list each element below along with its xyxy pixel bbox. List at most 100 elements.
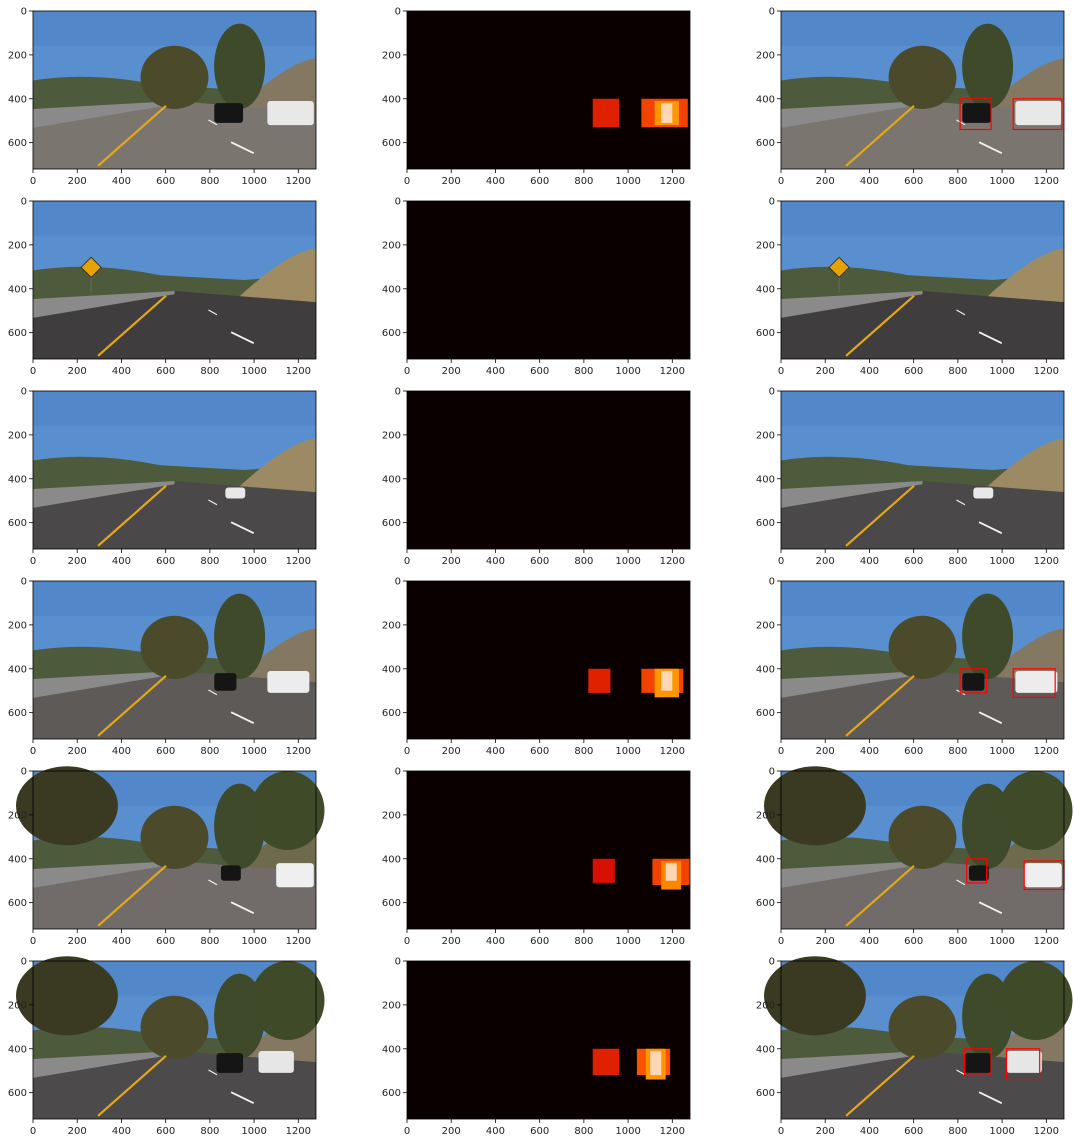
x-tick-label: 1000 (989, 556, 1014, 567)
heatmap-panel: 0 200 400 600 800 1000 1200 0 200 400 600 (382, 957, 691, 1137)
x-tick-label: 200 (442, 1126, 461, 1137)
x-tick-label: 600 (530, 1126, 549, 1137)
axes-frame (406, 770, 691, 930)
x-tick-label: 1000 (615, 556, 640, 567)
x-tick-label: 800 (200, 936, 219, 947)
tree (764, 956, 866, 1036)
x-tick-label: 200 (68, 936, 87, 947)
y-tick-label: 400 (756, 1044, 775, 1055)
x-tick-label: 800 (948, 936, 967, 947)
guard-rail (33, 291, 175, 318)
x-tick-label: 1200 (1034, 1126, 1059, 1137)
x-tick-label: 0 (30, 936, 36, 947)
x-tick-label: 200 (816, 556, 835, 567)
guard-rail (781, 101, 923, 128)
lane-line (97, 484, 167, 547)
car (267, 100, 314, 126)
axes-frame (406, 580, 691, 740)
car (267, 670, 310, 693)
tree (214, 23, 266, 109)
x-tick-label: 800 (574, 556, 593, 567)
x-tick-label: 1000 (989, 176, 1014, 187)
car (214, 673, 237, 691)
hillside (236, 438, 316, 496)
x-tick-label: 0 (778, 556, 784, 567)
y-tick-label: 400 (382, 1044, 401, 1055)
guard-rail (781, 1051, 923, 1078)
x-tick-label: 400 (860, 1126, 879, 1137)
hillside (984, 248, 1064, 306)
x-tick-label: 800 (574, 746, 593, 757)
y-tick-label: 0 (769, 577, 775, 588)
y-tick-label: 600 (382, 898, 401, 909)
car (225, 487, 246, 499)
x-tick-label: 800 (948, 1126, 967, 1137)
x-tick-label: 1200 (1034, 176, 1059, 187)
bounding-box (1012, 668, 1056, 698)
axes-frame (406, 960, 691, 1120)
x-tick-label: 200 (442, 936, 461, 947)
tree (140, 805, 209, 869)
heatmap-panel: 0 200 400 600 800 1000 1200 0 200 400 600 (382, 577, 691, 757)
lane-dash (978, 141, 1003, 155)
y-tick-label: 400 (382, 284, 401, 295)
detection-panel: 0 200 400 600 800 1000 1200 0 200 400 600 (756, 766, 1073, 947)
car (220, 865, 241, 881)
guard-rail (33, 101, 175, 128)
x-tick-label: 1000 (989, 366, 1014, 377)
sky-top (33, 11, 316, 46)
axes-frame (32, 960, 317, 1120)
x-tick-label: 0 (778, 936, 784, 947)
x-tick-label: 400 (486, 366, 505, 377)
bounding-box (959, 98, 992, 131)
y-tick-label: 400 (756, 284, 775, 295)
x-tick-label: 1000 (241, 556, 266, 567)
x-tick-label: 200 (68, 556, 87, 567)
bounding-box (966, 858, 988, 884)
axes-frame (780, 200, 1065, 360)
road (33, 861, 316, 929)
y-tick-label: 0 (769, 957, 775, 968)
x-tick-label: 600 (530, 936, 549, 947)
lane-dash (230, 1091, 255, 1105)
x-tick-label: 400 (486, 1126, 505, 1137)
x-tick-label: 400 (860, 366, 879, 377)
heatmap-background (407, 771, 690, 929)
heatmap-background (407, 961, 690, 1119)
axes-frame (32, 10, 317, 170)
lane-line (845, 674, 915, 737)
x-tick-label: 1200 (286, 556, 311, 567)
x-tick-label: 200 (816, 176, 835, 187)
road (33, 671, 316, 739)
axes-frame (780, 390, 1065, 550)
y-tick-label: 400 (8, 1044, 27, 1055)
tree (140, 995, 209, 1059)
x-tick-label: 400 (486, 936, 505, 947)
x-tick-label: 0 (404, 176, 410, 187)
lane-dash (230, 711, 255, 725)
x-tick-label: 400 (860, 936, 879, 947)
lane-dash (208, 879, 218, 886)
lane-line (97, 864, 167, 927)
x-tick-label: 200 (68, 746, 87, 757)
guard-rail (781, 671, 923, 698)
road (781, 671, 1064, 739)
y-tick-label: 600 (8, 1088, 27, 1099)
x-tick-label: 200 (816, 936, 835, 947)
car (973, 487, 994, 499)
x-tick-label: 800 (948, 746, 967, 757)
lane-dash (956, 309, 966, 316)
y-tick-label: 0 (21, 7, 27, 18)
heatmap-background (407, 11, 690, 169)
x-tick-label: 1000 (615, 936, 640, 947)
x-tick-label: 800 (200, 1126, 219, 1137)
x-tick-label: 1000 (241, 176, 266, 187)
x-tick-label: 1200 (1034, 556, 1059, 567)
x-tick-label: 200 (68, 366, 87, 377)
y-tick-label: 0 (395, 767, 401, 778)
car (1015, 670, 1058, 693)
x-tick-label: 1200 (286, 176, 311, 187)
y-tick-label: 400 (382, 94, 401, 105)
car (968, 865, 989, 881)
lane-dash (956, 879, 966, 886)
